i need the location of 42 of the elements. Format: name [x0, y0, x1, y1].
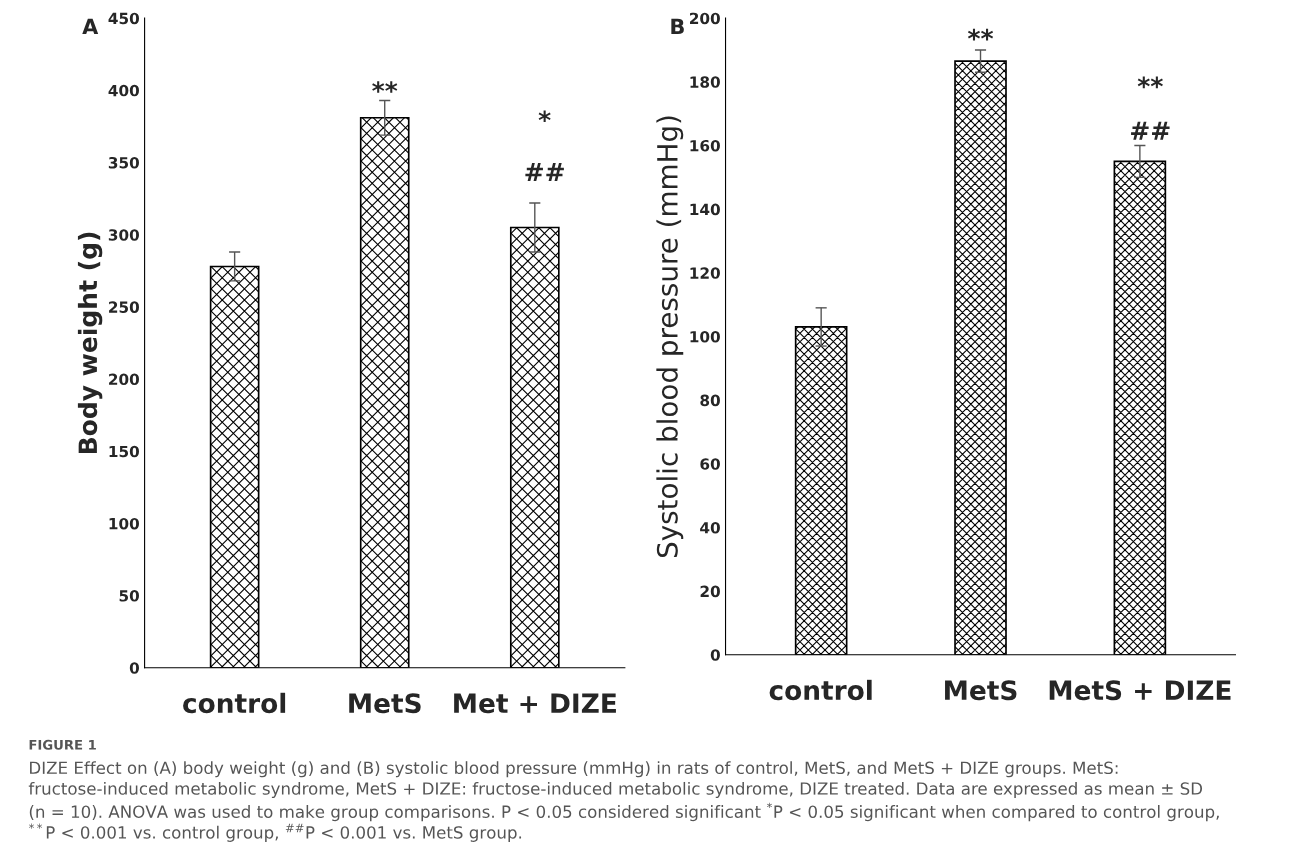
y-tick-label: 160 [690, 139, 720, 152]
x-tick-label: control [769, 679, 872, 701]
annotation: ** [967, 28, 994, 41]
y-tick-label: 60 [700, 458, 720, 470]
text: DIZE Effect on (A) body weight (g) and (B) systolic blood pressure (mmHg) in rats of control, MetS, and MetS + DIZE groups. MetS: [30, 761, 1118, 778]
y-tick-label: 150 [109, 445, 139, 458]
y-tick-label: 250 [109, 301, 139, 313]
y-tick-label: 80 [700, 394, 720, 407]
y-tick-label: 100 [690, 330, 720, 343]
chart-title: B [671, 18, 684, 34]
x-tick-label: MetS [349, 693, 421, 714]
x-tick-label: MetS + DIZE [1049, 680, 1231, 701]
y-tick-label: 0 [129, 662, 139, 674]
y-axis-title: Body weight (g) [77, 232, 103, 454]
y-tick-label: 200 [109, 373, 139, 386]
annotation: ** [1137, 76, 1163, 89]
chart-title: A [82, 18, 99, 34]
annotation: ** [372, 81, 398, 93]
y-tick-label: 40 [700, 521, 720, 534]
text: (n = 10). ANOVA was used to make group comparisons. P < 0.05 considered significant $^{*}$P < 0.05 significant when compared to control group, [29, 802, 1219, 822]
y-tick-label: 0 [710, 649, 720, 661]
y-tick-label: 180 [690, 76, 720, 88]
annotation: ## [1131, 121, 1170, 140]
annotation: * [538, 110, 551, 123]
annotation: ## [525, 163, 564, 181]
y-tick-label: 140 [690, 203, 720, 216]
text: $^{**}$P < 0.001 vs. control group, $^{##}$P < 0.001 vs. MetS group. [28, 823, 522, 842]
y-tick-label: 50 [119, 590, 139, 602]
y-axis-title: Systolic blood pressure (mmHg) [656, 116, 684, 558]
y-tick-label: 450 [108, 12, 139, 25]
caption: FIGURE 1 [29, 739, 96, 750]
y-tick-label: 200 [690, 12, 720, 25]
y-tick-label: 100 [109, 517, 139, 530]
y-tick-label: 120 [690, 267, 720, 279]
x-tick-label: control [183, 692, 286, 714]
x-tick-label: Met + DIZE [454, 693, 616, 714]
y-tick-label: 20 [700, 585, 720, 598]
y-tick-label: 300 [108, 229, 139, 241]
x-tick-label: MetS [945, 680, 1017, 701]
y-tick-label: 350 [108, 156, 139, 169]
text: fructose-induced metabolic syndrome, MetS + DIZE: fructose-induced metabolic syndrome, DIZE treated. Data are expressed as mean ± SD [28, 781, 1203, 799]
y-tick-label: 400 [108, 84, 139, 97]
